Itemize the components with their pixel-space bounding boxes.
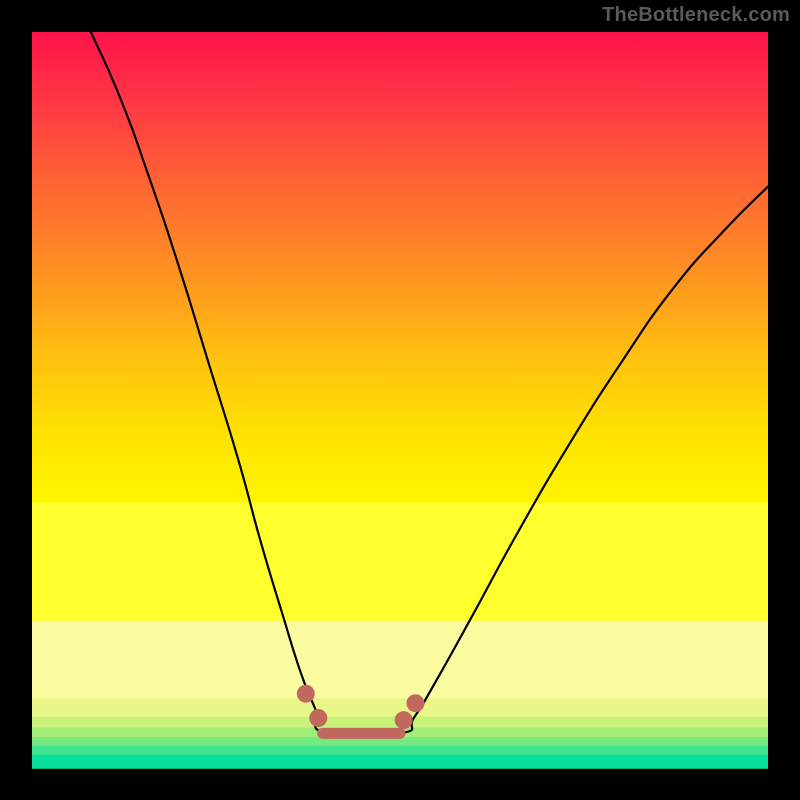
watermark-text: TheBottleneck.com [602, 4, 790, 27]
plot-background [32, 32, 768, 769]
bottleneck-chart [0, 0, 800, 800]
